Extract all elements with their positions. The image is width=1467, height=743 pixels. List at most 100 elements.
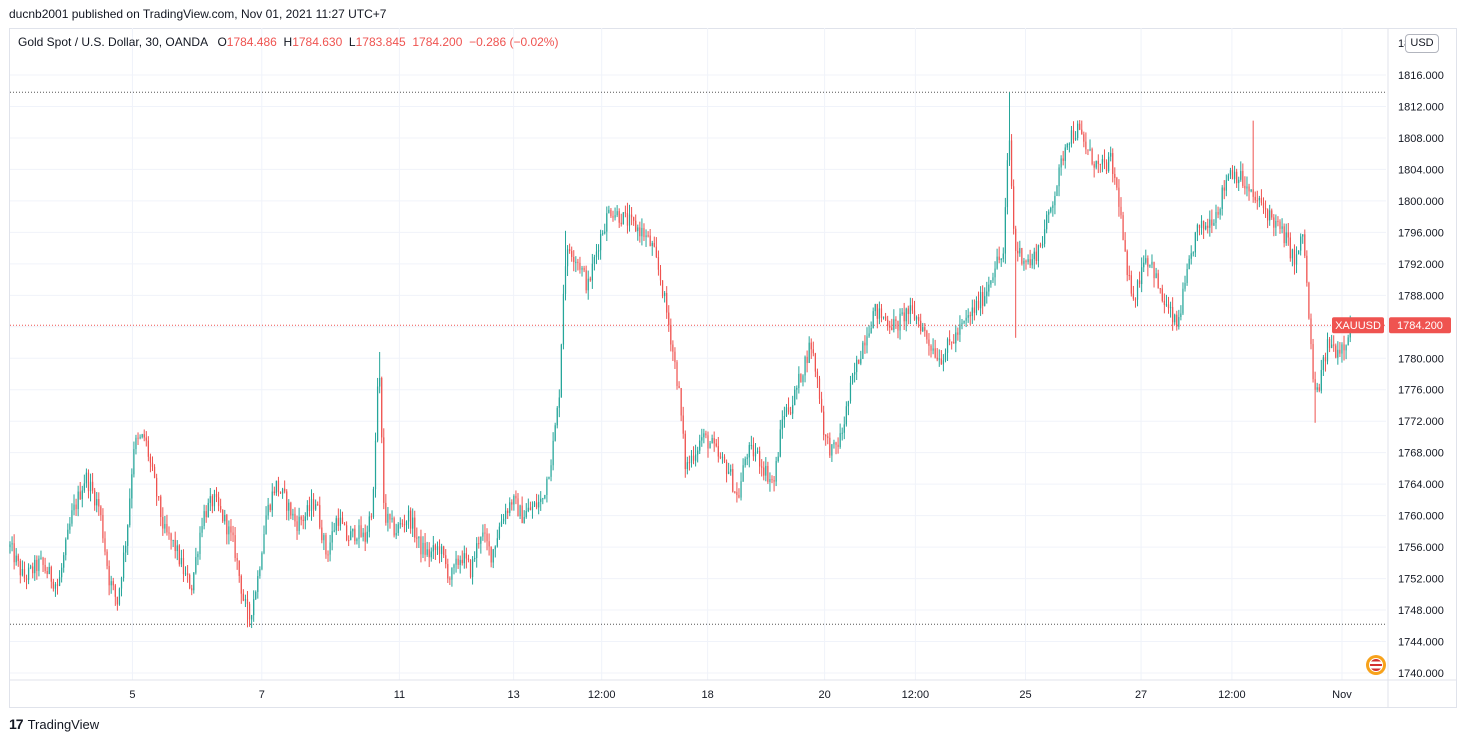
candle xyxy=(913,300,916,321)
candle xyxy=(207,498,209,518)
candle xyxy=(23,561,26,583)
candle xyxy=(979,286,982,316)
candle xyxy=(438,539,441,564)
candle xyxy=(853,362,856,383)
candle xyxy=(271,483,273,517)
candle xyxy=(75,498,77,516)
candle xyxy=(965,309,967,328)
candle xyxy=(463,545,465,569)
candle xyxy=(232,525,234,542)
candle xyxy=(1190,245,1192,265)
candle xyxy=(308,496,311,517)
candle xyxy=(1043,219,1046,248)
candle xyxy=(688,455,691,471)
candle xyxy=(690,450,693,468)
candle xyxy=(901,308,903,316)
candle xyxy=(628,204,631,232)
candle xyxy=(575,256,577,273)
candle xyxy=(800,373,802,383)
candle xyxy=(498,522,501,540)
candle xyxy=(329,534,331,562)
candle xyxy=(81,485,83,508)
candle xyxy=(279,491,282,494)
candle xyxy=(1116,176,1118,191)
candle xyxy=(823,405,825,441)
legend-low-label: L xyxy=(348,35,356,49)
candle xyxy=(975,296,978,316)
candle xyxy=(604,223,606,235)
candle xyxy=(166,514,168,536)
candle xyxy=(145,431,147,447)
candle xyxy=(424,533,426,562)
candle xyxy=(789,406,792,416)
candle xyxy=(1097,154,1099,174)
candle xyxy=(653,236,655,248)
candle xyxy=(649,229,651,247)
candle xyxy=(414,510,416,543)
candle xyxy=(1331,334,1333,349)
candle xyxy=(936,347,938,362)
candle xyxy=(1132,285,1135,301)
candle xyxy=(480,536,482,554)
candle xyxy=(1107,152,1110,173)
candle xyxy=(1015,225,1017,338)
us-flag-icon[interactable] xyxy=(1366,655,1386,675)
chart-frame[interactable] xyxy=(9,28,1457,708)
candle xyxy=(1112,148,1114,183)
candle xyxy=(750,435,752,450)
candle xyxy=(118,587,121,606)
candle xyxy=(133,441,135,478)
candle xyxy=(767,461,769,484)
candle xyxy=(461,550,463,566)
candle xyxy=(1341,342,1343,363)
candle xyxy=(149,453,152,473)
candle xyxy=(267,497,269,520)
candle xyxy=(376,377,379,443)
x-tick-label: 11 xyxy=(394,689,405,701)
candle xyxy=(583,265,585,273)
candle xyxy=(172,539,174,548)
candle xyxy=(940,350,942,365)
price-tag-label: 1784.200 xyxy=(1397,320,1443,332)
candle xyxy=(659,264,662,286)
candle xyxy=(1039,242,1042,248)
candle xyxy=(1118,179,1120,217)
candle xyxy=(630,207,633,226)
reference-lines xyxy=(10,91,1386,625)
candle xyxy=(296,515,298,540)
candle xyxy=(69,517,71,534)
candle xyxy=(368,511,370,538)
tradingview-logo[interactable]: 17 TradingView xyxy=(9,716,99,732)
candle xyxy=(982,285,984,315)
candle xyxy=(120,576,123,597)
candle xyxy=(907,305,909,325)
candle xyxy=(682,406,684,439)
x-tick-label: 7 xyxy=(259,689,265,701)
candle xyxy=(52,578,54,592)
candle xyxy=(765,457,767,482)
candle xyxy=(717,436,719,463)
candle xyxy=(569,243,571,254)
candle xyxy=(769,472,771,492)
candle xyxy=(356,537,358,545)
candle xyxy=(996,248,998,270)
candle xyxy=(1291,248,1294,267)
candle xyxy=(529,501,532,511)
candle xyxy=(197,551,199,566)
candle xyxy=(189,573,191,590)
candle xyxy=(25,574,28,590)
candle xyxy=(269,503,271,513)
candle xyxy=(486,528,488,551)
candle xyxy=(597,244,600,260)
candle xyxy=(969,311,971,326)
currency-badge[interactable]: USD xyxy=(1405,34,1439,53)
candle xyxy=(1141,257,1143,293)
candle xyxy=(977,291,980,311)
candle xyxy=(339,509,342,531)
candle xyxy=(763,461,765,481)
candle xyxy=(1310,313,1312,350)
candle xyxy=(758,446,761,474)
candle xyxy=(816,368,819,388)
candle xyxy=(1312,338,1314,383)
